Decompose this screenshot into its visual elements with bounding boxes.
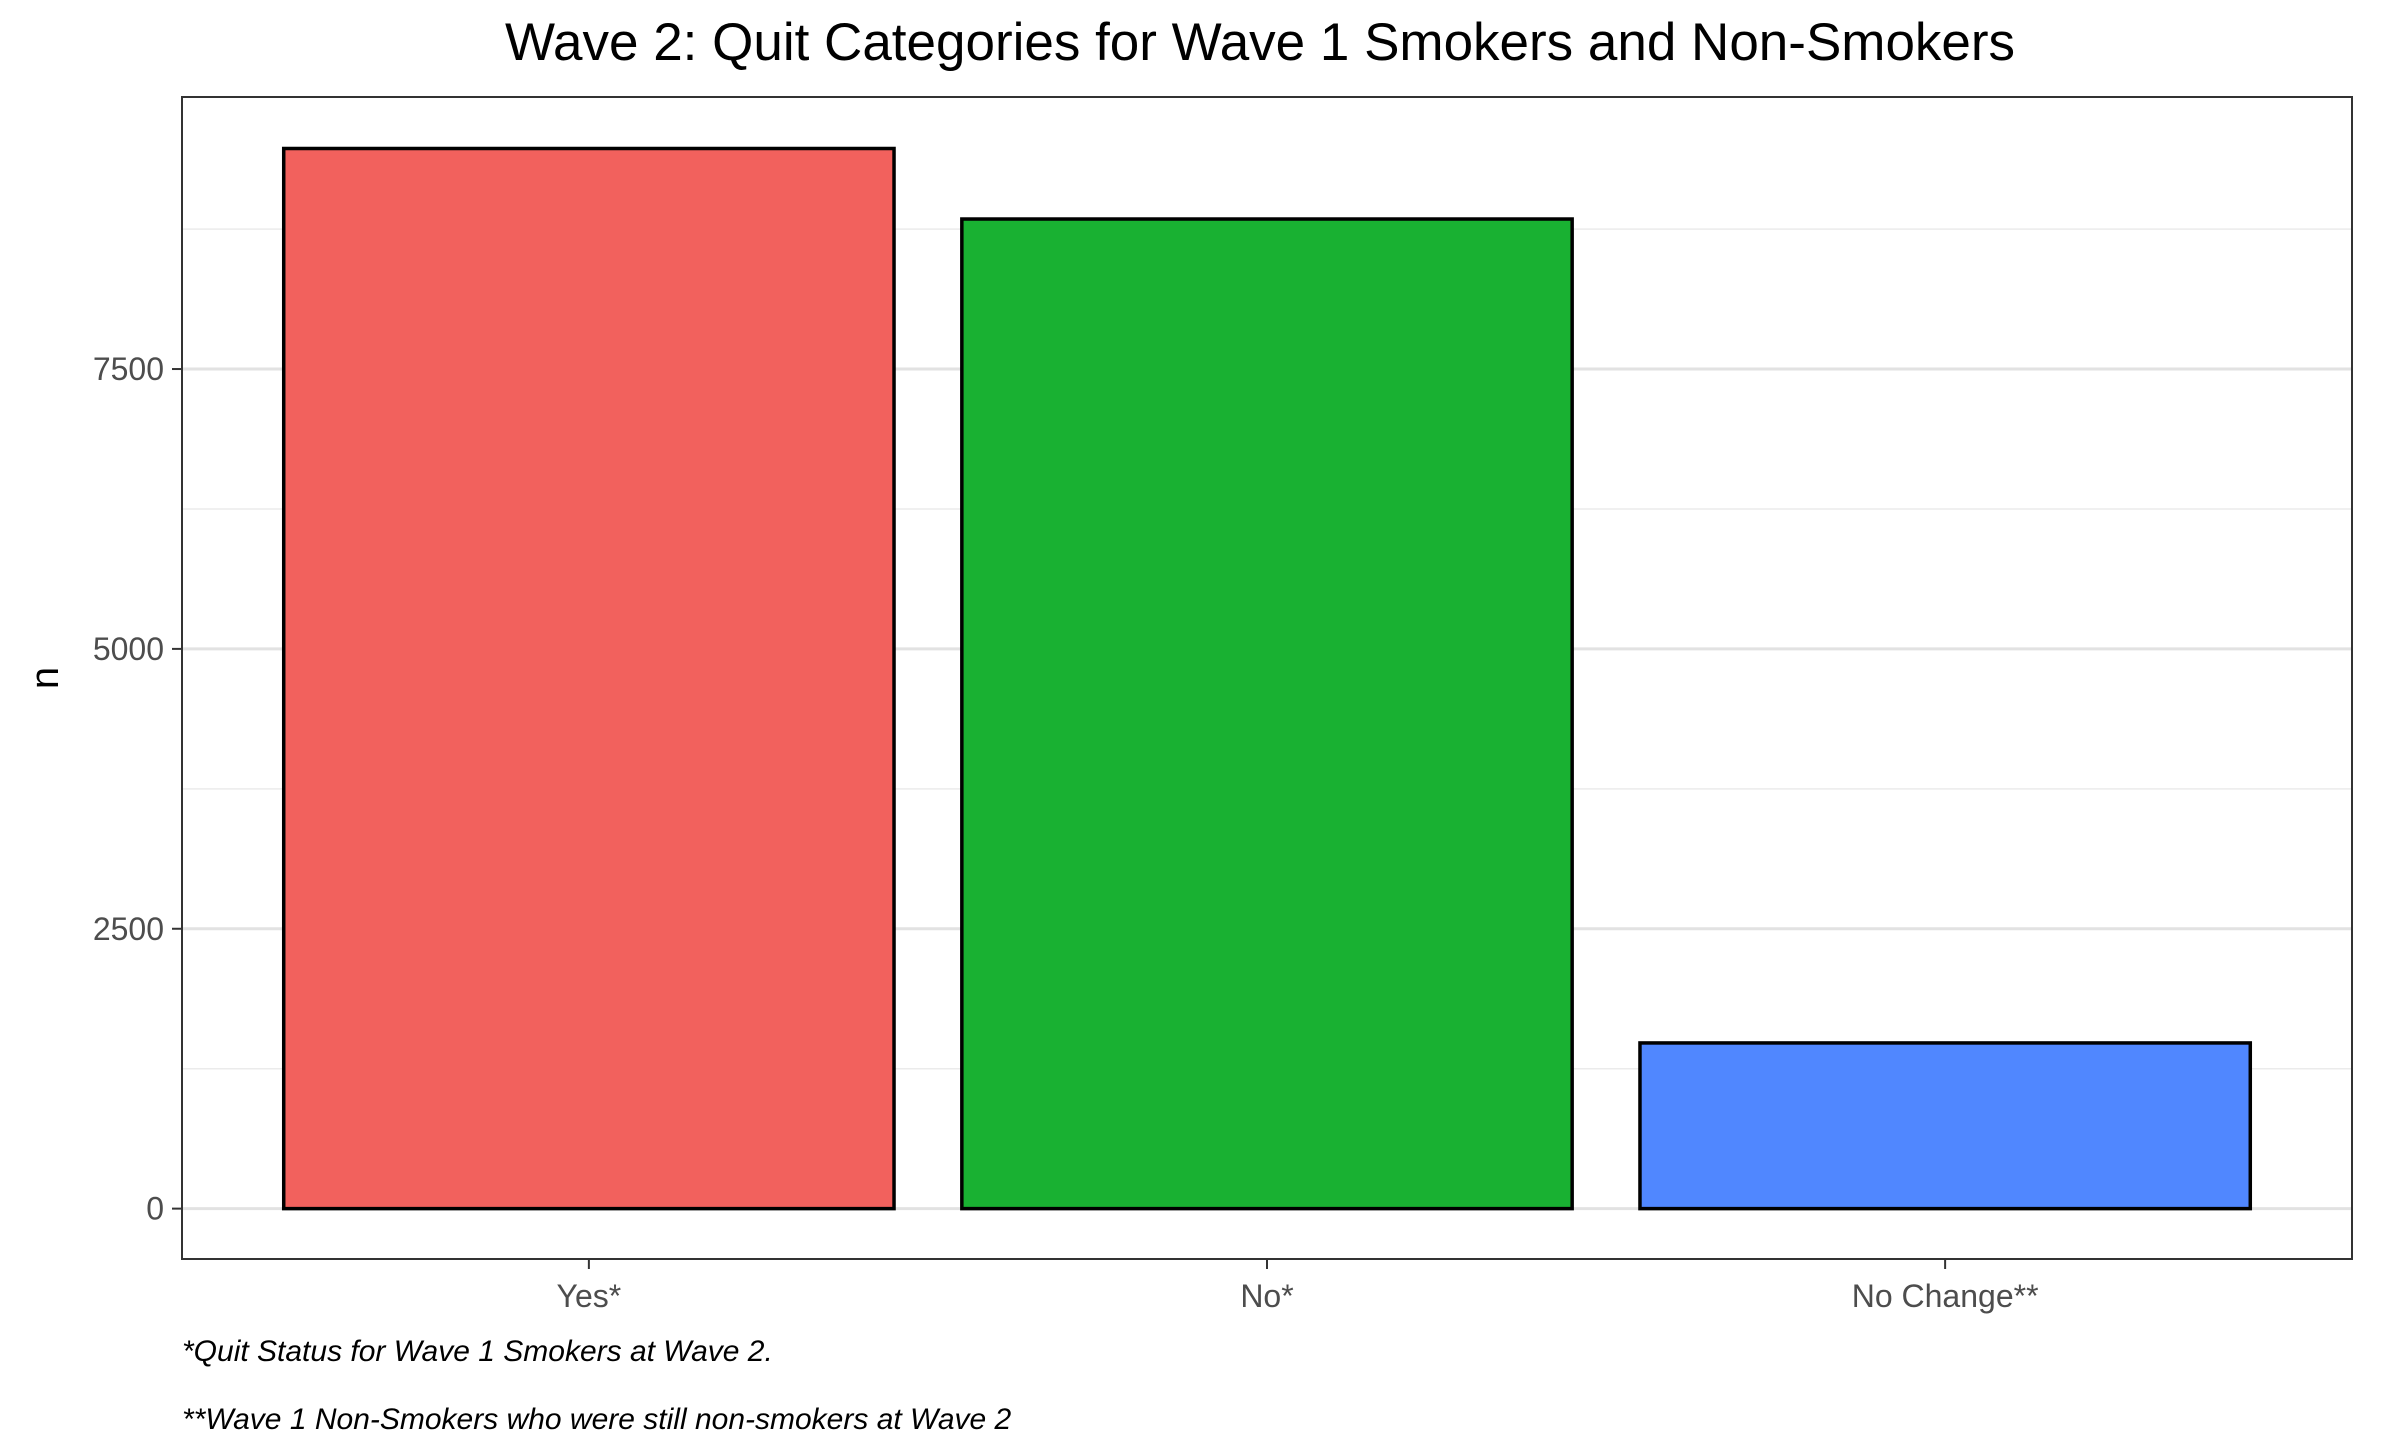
y-tick-label: 2500 [93, 911, 164, 947]
x-tick-label: No* [1240, 1278, 1293, 1314]
caption-note-1: *Quit Status for Wave 1 Smokers at Wave … [182, 1335, 773, 1368]
y-axis: 0 2500 5000 7500 [93, 351, 182, 1227]
bar-no [960, 217, 1574, 1211]
bar-yes [281, 146, 896, 1211]
bars [281, 146, 2253, 1211]
x-tick-label: No Change** [1852, 1278, 2039, 1314]
caption-note-2: **Wave 1 Non-Smokers who were still non-… [182, 1403, 1012, 1436]
bar-no-change [1638, 1041, 2253, 1211]
x-axis: Yes* No* No Change** [557, 1259, 2039, 1314]
x-tick-label: Yes* [557, 1278, 622, 1314]
y-tick-label: 7500 [93, 351, 164, 387]
chart-title: Wave 2: Quit Categories for Wave 1 Smoke… [505, 13, 2015, 72]
y-tick-label: 5000 [93, 631, 164, 667]
y-axis-title: n [23, 667, 67, 689]
y-tick-label: 0 [146, 1191, 164, 1227]
